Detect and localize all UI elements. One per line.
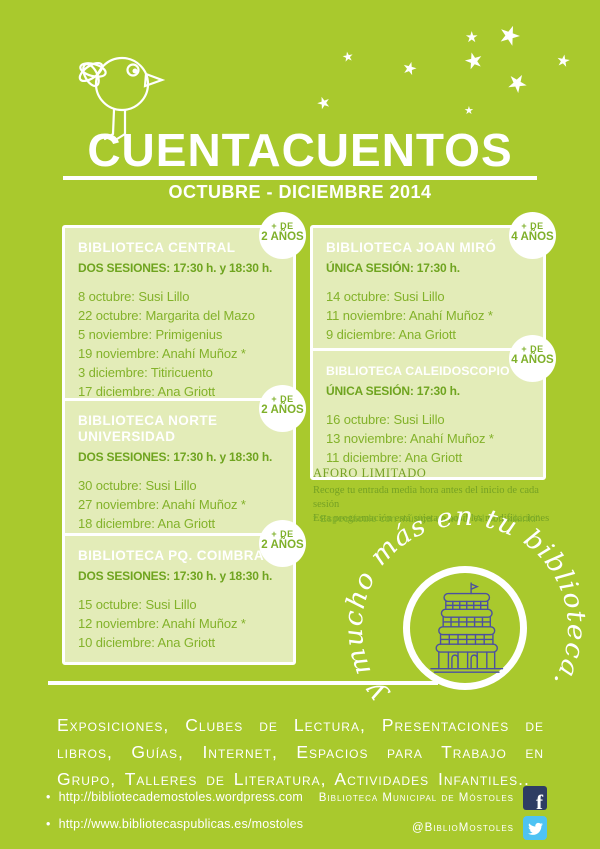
date-list: 15 octubre: Susi Lillo 12 noviembre: Ana…	[78, 595, 280, 652]
twitter-label: @BiblioMostoles	[411, 822, 514, 834]
age-badge-age: 2 AÑOS	[261, 539, 304, 551]
session-info: ÚNICA SESIÓN: 17:30 h.	[326, 261, 460, 275]
event-date: 11 noviembre: Anahí Muñoz *	[326, 308, 493, 323]
date-list: 16 octubre: Susi Lillo 13 noviembre: Ana…	[326, 410, 530, 467]
library-url-link[interactable]: • http://www.bibliotecaspublicas.es/most…	[46, 817, 303, 831]
facebook-link[interactable]: Biblioteca Municipal de Móstoles f	[319, 786, 547, 810]
session-info: DOS SESIONES: 17:30 h. y 18:30 h.	[78, 261, 273, 275]
twitter-icon[interactable]	[523, 816, 547, 840]
event-date: 18 diciembre: Ana Griott	[78, 516, 216, 531]
age-badge-prefix: + DE	[271, 394, 294, 404]
age-badge-age: 4 AÑOS	[511, 231, 554, 243]
event-date: 3 diciembre: Titiricuento	[78, 365, 213, 380]
date-range: OCTUBRE - DICIEMBRE 2014	[168, 182, 432, 202]
twitter-link[interactable]: @BiblioMostoles	[412, 816, 547, 840]
event-box-joan-miro: + DE 4 AÑOS BIBLIOTECA JOAN MIRÓ ÚNICA S…	[310, 212, 556, 357]
session-info: ÚNICA SESIÓN: 17:30 h.	[326, 384, 460, 398]
aforo-note: AFORO LIMITADO Recoge tu entrada media h…	[313, 466, 563, 526]
bullet: •	[46, 790, 51, 804]
date-list: 30 octubre: Susi Lillo 27 noviembre: Ana…	[78, 476, 280, 533]
music-footnote: * Espectáculo con música en vivo "Al son…	[313, 514, 540, 525]
star-icon: ★	[493, 16, 526, 54]
event-date: 14 octubre: Susi Lillo	[326, 289, 445, 304]
bird-doodle-icon	[78, 56, 166, 141]
services-text: Exposiciones, Clubes de Lectura, Present…	[57, 714, 544, 789]
event-date: 5 noviembre: Primigenius	[78, 327, 223, 342]
star-icon: ★	[460, 45, 487, 76]
star-icon: ★	[399, 57, 420, 80]
event-date: 17 diciembre: Ana Griott	[78, 384, 216, 399]
age-badge-age: 2 AÑOS	[261, 231, 304, 243]
star-icon: ★	[554, 51, 572, 72]
age-badge-prefix: + DE	[521, 221, 544, 231]
date-list: 8 octubre: Susi Lillo 22 octubre: Margar…	[78, 287, 280, 401]
event-date: 19 noviembre: Anahí Muñoz *	[78, 346, 246, 361]
event-box-caleidoscopio: + DE 4 AÑOS BIBLIOTECA CALEIDOSCOPIO ÚNI…	[310, 335, 556, 480]
facebook-f-glyph: f	[536, 790, 543, 810]
aforo-line: Esta programación está sujeta a posibles…	[313, 513, 550, 524]
event-date: 30 octubre: Susi Lillo	[78, 478, 197, 493]
library-name: BIBLIOTECA PQ. COIMBRA	[78, 548, 265, 563]
event-box-norte-universidad: + DE 2 AÑOS BIBLIOTECA NORTE UNIVERSIDAD…	[62, 385, 306, 546]
library-name: BIBLIOTECA CALEIDOSCOPIO	[326, 364, 510, 378]
age-badge: + DE 2 AÑOS	[259, 520, 306, 567]
event-date: 9 diciembre: Ana Griott	[326, 327, 456, 342]
bullet: •	[46, 817, 51, 831]
age-badge-age: 2 AÑOS	[261, 404, 304, 416]
star-icon: ★	[464, 105, 474, 117]
session-info: DOS SESIONES: 17:30 h. y 18:30 h.	[78, 450, 273, 464]
session-info: DOS SESIONES: 17:30 h. y 18:30 h.	[78, 569, 273, 583]
star-icon: ★	[500, 66, 534, 101]
event-date: 8 octubre: Susi Lillo	[78, 289, 190, 304]
age-badge: + DE 4 AÑOS	[509, 212, 556, 259]
event-date: 13 noviembre: Anahí Muñoz *	[326, 431, 494, 446]
aforo-line: Recoge tu entrada media hora antes del i…	[313, 485, 539, 510]
age-badge-prefix: + DE	[271, 529, 294, 539]
library-building-badge	[403, 566, 527, 690]
star-icon: ★	[340, 48, 355, 65]
blog-url-link[interactable]: • http://bibliotecademostoles.wordpress.…	[46, 790, 303, 804]
age-badge-prefix: + DE	[521, 344, 544, 354]
event-box-pq-coimbra: + DE 2 AÑOS BIBLIOTECA PQ. COIMBRA DOS S…	[62, 520, 306, 665]
aforo-title: AFORO LIMITADO	[313, 466, 427, 480]
age-badge-prefix: + DE	[271, 221, 294, 231]
event-date: 11 diciembre: Ana Griott	[326, 450, 463, 465]
age-badge: + DE 4 AÑOS	[509, 335, 556, 382]
event-date: 22 octubre: Margarita del Mazo	[78, 308, 255, 323]
star-icon: ★	[465, 29, 479, 46]
event-date: 27 noviembre: Anahí Muñoz *	[78, 497, 246, 512]
library-name: BIBLIOTECA NORTE UNIVERSIDAD	[78, 413, 218, 444]
event-date: 12 noviembre: Anahí Muñoz *	[78, 616, 246, 631]
age-badge: + DE 2 AÑOS	[259, 385, 306, 432]
twitter-bird-icon	[527, 822, 543, 835]
event-date: 10 diciembre: Ana Griott	[78, 635, 216, 650]
facebook-label: Biblioteca Municipal de Móstoles	[318, 792, 514, 804]
event-date: 15 octubre: Susi Lillo	[78, 597, 197, 612]
event-box-central: + DE 2 AÑOS BIBLIOTECA CENTRAL DOS SESIO…	[62, 212, 306, 414]
library-name: BIBLIOTECA CENTRAL	[78, 240, 236, 255]
bottom-divider	[48, 681, 438, 685]
url-text[interactable]: http://www.bibliotecaspublicas.es/mostol…	[58, 817, 304, 831]
facebook-icon[interactable]: f	[523, 786, 547, 810]
event-date: 16 octubre: Susi Lillo	[326, 412, 445, 427]
url-text[interactable]: http://bibliotecademostoles.wordpress.co…	[58, 790, 304, 804]
title-divider	[63, 176, 537, 180]
page-title: CUENTACUENTOS	[87, 124, 513, 176]
star-icon: ★	[314, 93, 334, 114]
library-name: BIBLIOTECA JOAN MIRÓ	[326, 240, 497, 255]
age-badge: + DE 2 AÑOS	[259, 212, 306, 259]
date-list: 14 octubre: Susi Lillo 11 noviembre: Ana…	[326, 287, 530, 344]
age-badge-age: 4 AÑOS	[511, 354, 554, 366]
library-building-icon	[430, 582, 504, 673]
